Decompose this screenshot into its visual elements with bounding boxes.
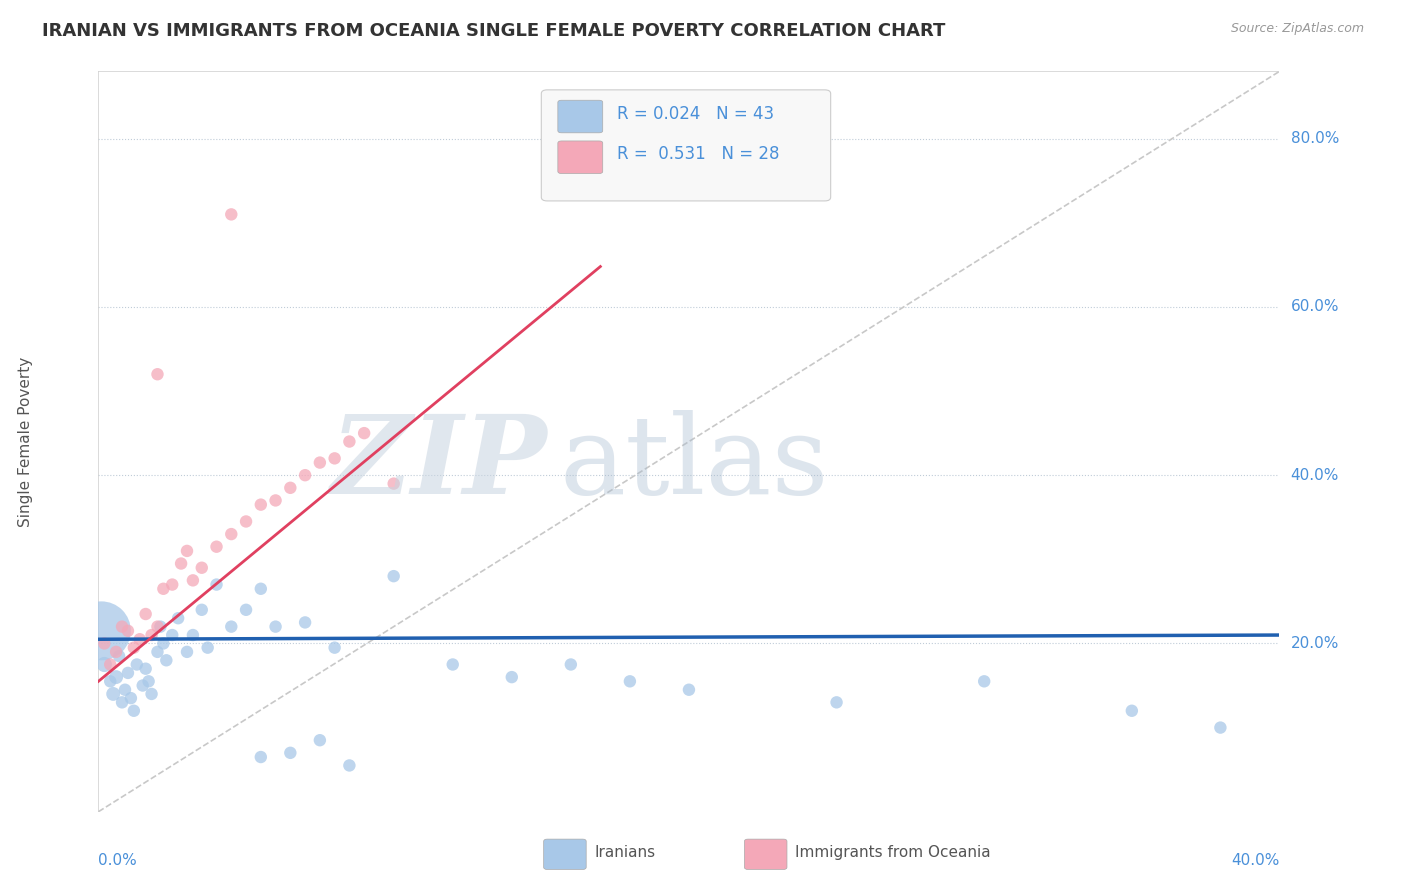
Point <box>132 679 155 693</box>
Point <box>117 624 139 638</box>
Point <box>176 544 198 558</box>
Point <box>205 540 228 554</box>
Text: 0.0%: 0.0% <box>98 854 138 869</box>
Point <box>122 640 145 655</box>
Point <box>264 619 287 633</box>
Point <box>167 611 190 625</box>
Point <box>111 695 134 709</box>
Text: Source: ZipAtlas.com: Source: ZipAtlas.com <box>1230 22 1364 36</box>
Point <box>353 426 375 441</box>
Point <box>339 758 361 772</box>
Point <box>235 603 257 617</box>
Point <box>382 476 405 491</box>
Point <box>146 645 169 659</box>
Point <box>162 577 183 591</box>
Point <box>135 607 157 621</box>
Point <box>120 691 142 706</box>
Point <box>149 619 172 633</box>
Point <box>221 619 243 633</box>
Point <box>191 603 214 617</box>
Point <box>141 628 163 642</box>
Point <box>339 434 361 449</box>
Point <box>141 687 163 701</box>
Point <box>105 645 128 659</box>
FancyBboxPatch shape <box>541 90 831 201</box>
Point <box>152 582 174 596</box>
Point <box>294 615 316 630</box>
FancyBboxPatch shape <box>744 839 787 870</box>
FancyBboxPatch shape <box>558 100 603 133</box>
Point <box>205 577 228 591</box>
Point <box>98 674 121 689</box>
Point <box>619 674 641 689</box>
Point <box>105 670 128 684</box>
Point <box>181 574 204 588</box>
Point <box>170 557 193 571</box>
Point <box>250 582 273 596</box>
Text: ZIP: ZIP <box>330 410 547 517</box>
Text: 60.0%: 60.0% <box>1291 300 1339 314</box>
Text: 40.0%: 40.0% <box>1232 854 1279 869</box>
Text: R =  0.531   N = 28: R = 0.531 N = 28 <box>617 145 779 163</box>
Point <box>250 750 273 764</box>
Point <box>250 498 273 512</box>
Point <box>90 624 112 638</box>
Point <box>221 527 243 541</box>
Point <box>162 628 183 642</box>
Point <box>155 653 177 667</box>
Text: R = 0.024   N = 43: R = 0.024 N = 43 <box>617 105 775 123</box>
Point <box>280 746 302 760</box>
Point <box>441 657 464 672</box>
Point <box>181 628 204 642</box>
Point <box>138 674 160 689</box>
FancyBboxPatch shape <box>558 141 603 174</box>
Text: 80.0%: 80.0% <box>1291 131 1339 146</box>
Point <box>323 451 346 466</box>
Point <box>280 481 302 495</box>
Text: 20.0%: 20.0% <box>1291 636 1339 651</box>
Point <box>191 560 214 574</box>
Point <box>128 632 150 647</box>
Point <box>221 207 243 221</box>
Point <box>117 665 139 680</box>
Text: Single Female Poverty: Single Female Poverty <box>18 357 34 526</box>
Point <box>98 657 121 672</box>
Text: 40.0%: 40.0% <box>1291 467 1339 483</box>
Point <box>1121 704 1143 718</box>
Point <box>93 636 115 650</box>
Point <box>678 682 700 697</box>
Point <box>146 368 169 382</box>
Text: Iranians: Iranians <box>595 845 655 860</box>
Point <box>125 657 148 672</box>
FancyBboxPatch shape <box>544 839 586 870</box>
Point <box>108 649 131 664</box>
Point <box>382 569 405 583</box>
Point <box>501 670 523 684</box>
Point <box>93 657 115 672</box>
Point <box>197 640 219 655</box>
Point <box>323 640 346 655</box>
Point <box>111 619 134 633</box>
Point <box>1209 721 1232 735</box>
Point <box>235 515 257 529</box>
Point <box>146 619 169 633</box>
Point <box>973 674 995 689</box>
Point <box>152 636 174 650</box>
Point <box>825 695 848 709</box>
Point <box>309 456 332 470</box>
Text: atlas: atlas <box>560 410 828 517</box>
Point <box>264 493 287 508</box>
Point <box>103 687 125 701</box>
Text: Immigrants from Oceania: Immigrants from Oceania <box>796 845 991 860</box>
Point <box>176 645 198 659</box>
Point <box>294 468 316 483</box>
Point <box>309 733 332 747</box>
Point <box>560 657 582 672</box>
Text: IRANIAN VS IMMIGRANTS FROM OCEANIA SINGLE FEMALE POVERTY CORRELATION CHART: IRANIAN VS IMMIGRANTS FROM OCEANIA SINGL… <box>42 22 946 40</box>
Point <box>122 704 145 718</box>
Point <box>114 682 136 697</box>
Point <box>135 662 157 676</box>
